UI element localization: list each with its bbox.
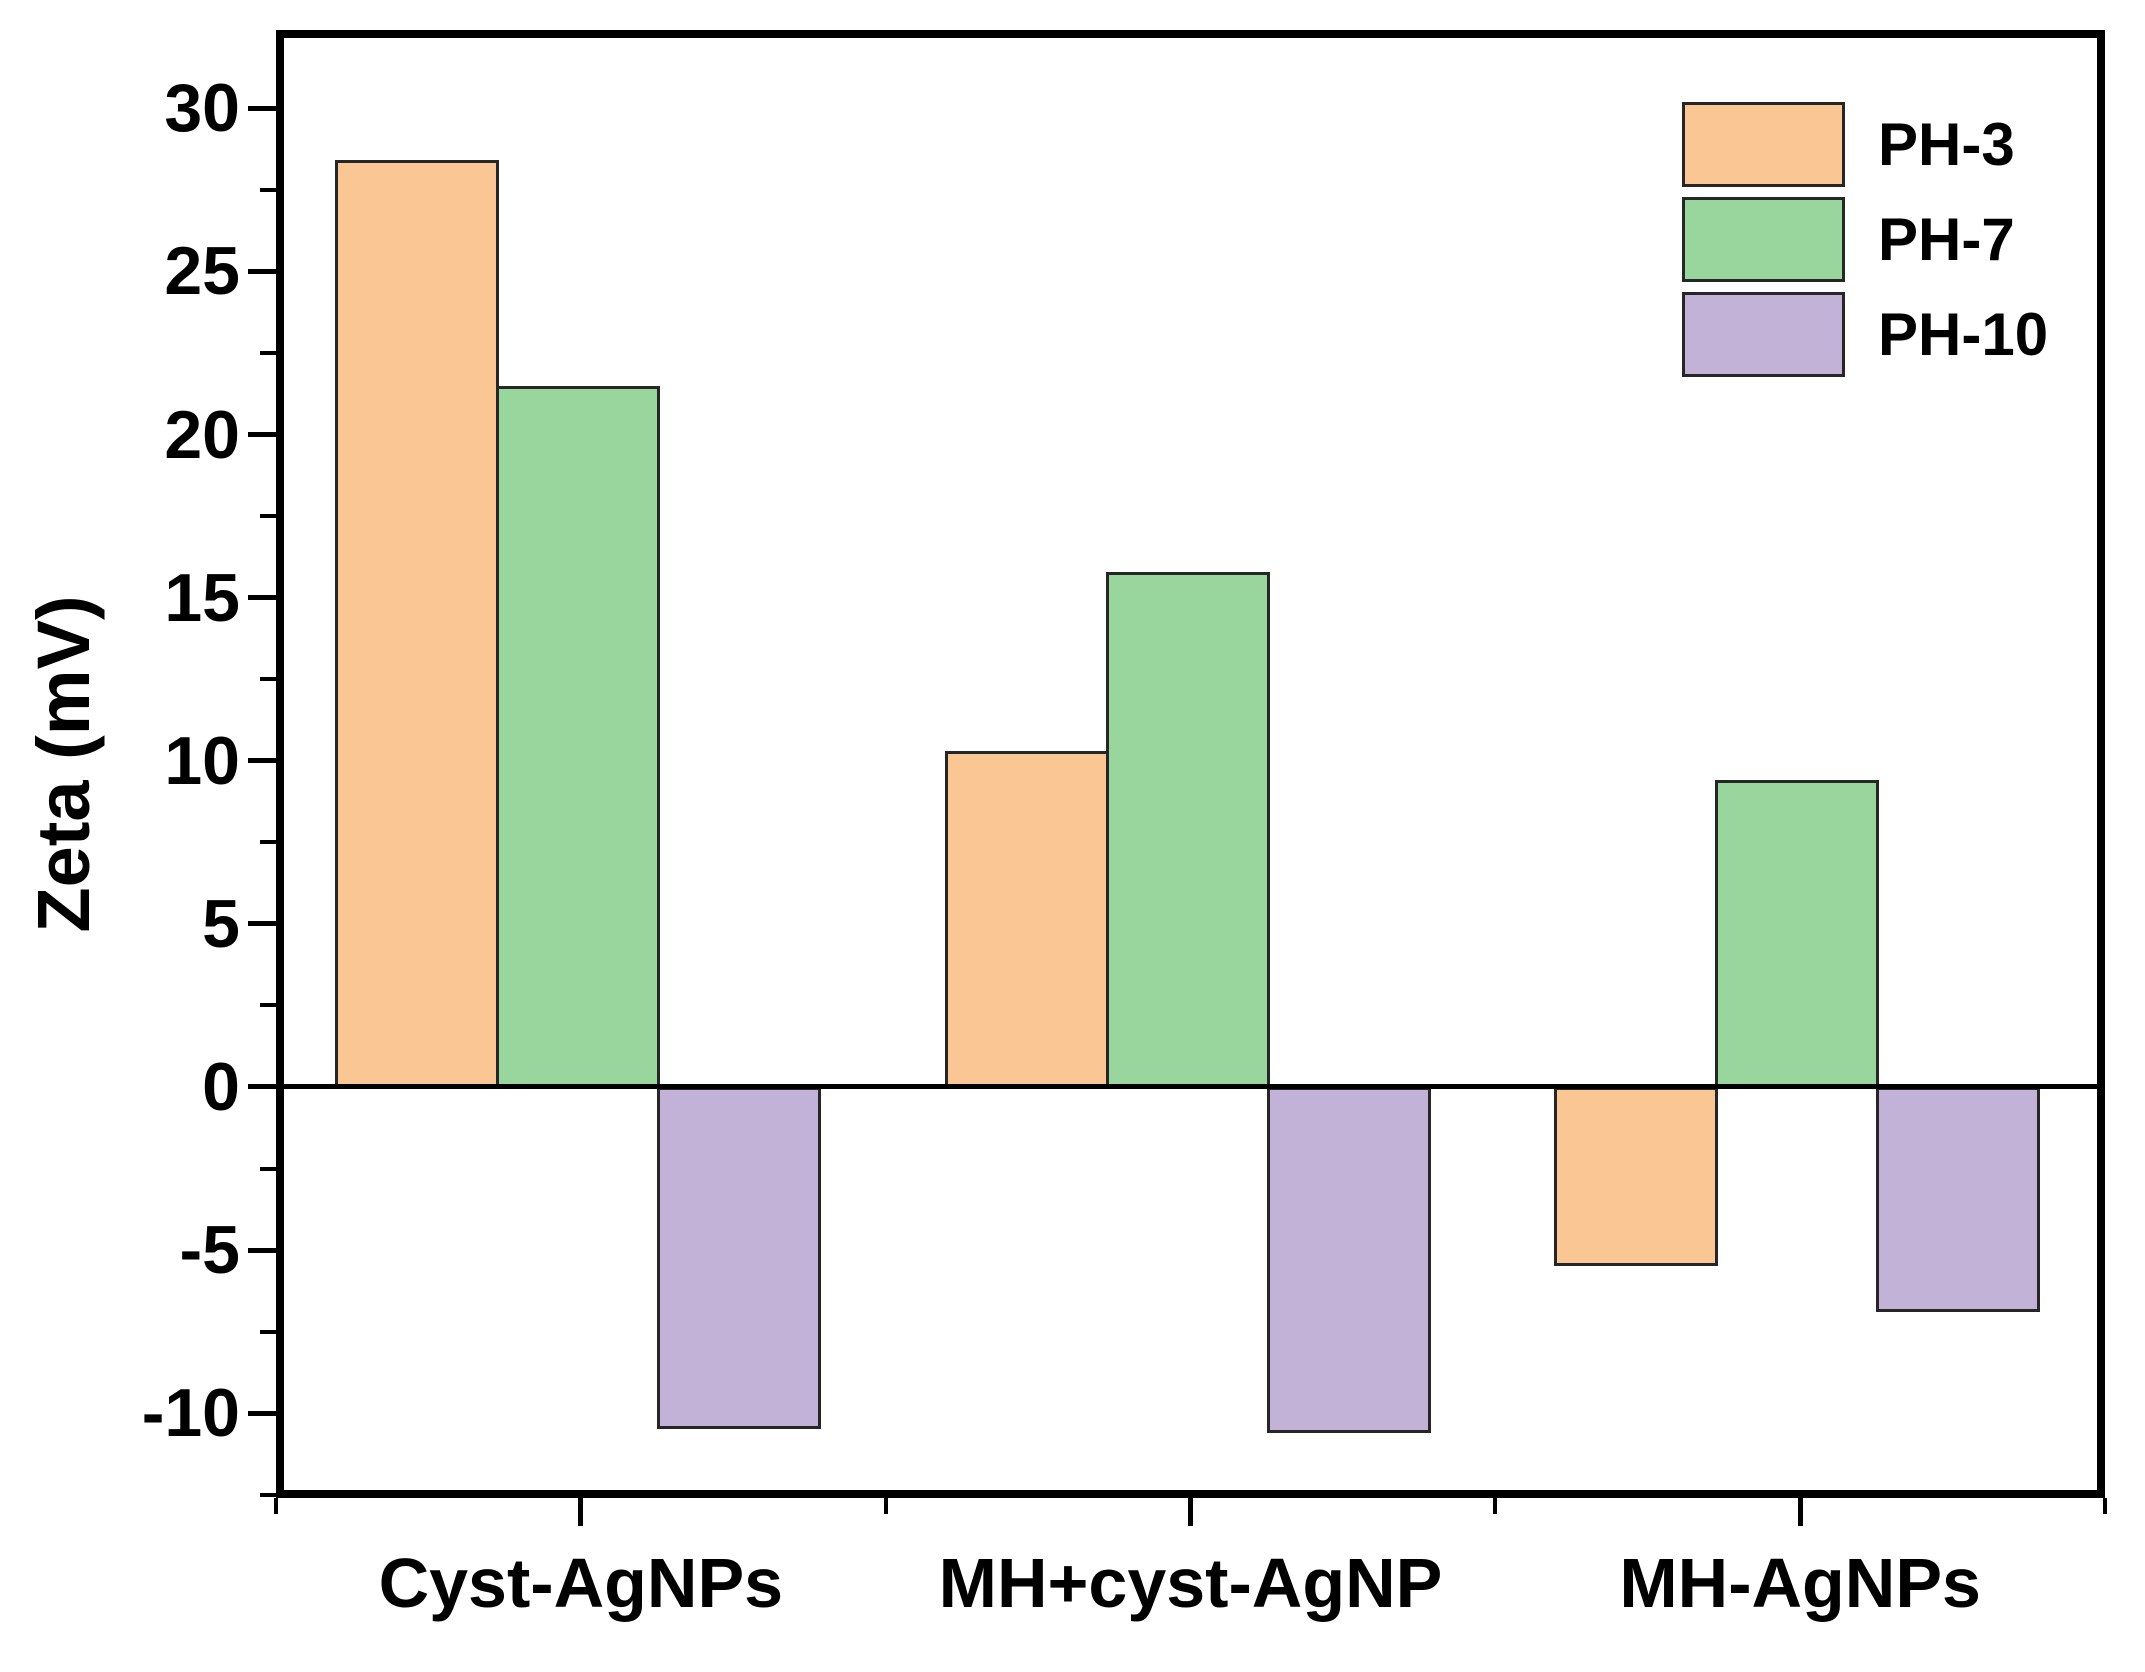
y-tick-label: 15	[164, 559, 240, 636]
y-tick-minor	[260, 1492, 276, 1497]
bar-PH-10-MH+cyst-AgNP	[1266, 1086, 1431, 1433]
y-tick-label: 10	[164, 722, 240, 799]
legend-label: PH-7	[1878, 206, 2015, 273]
y-axis-title: Zeta (mV)	[22, 595, 105, 933]
legend-swatch-PH-3	[1682, 102, 1845, 187]
y-tick-major	[248, 268, 276, 274]
y-tick-minor	[260, 1003, 276, 1008]
y-tick-major	[248, 432, 276, 437]
y-tick-label: -5	[179, 1212, 240, 1289]
legend-swatch-PH-7	[1682, 197, 1845, 282]
y-tick-major	[248, 1410, 276, 1416]
y-tick-minor	[260, 1329, 276, 1334]
bar-PH-3-MH+cyst-AgNP	[944, 750, 1109, 1087]
legend-label: PH-3	[1878, 111, 2015, 178]
y-tick-major	[248, 1084, 276, 1090]
bar-PH-7-MH-AgNPs	[1715, 780, 1880, 1087]
x-tick-major	[1188, 1498, 1193, 1526]
y-tick-major	[248, 758, 276, 764]
y-tick-minor	[260, 514, 276, 519]
category-label: MH-AgNPs	[1619, 1544, 1981, 1622]
y-tick-label: 5	[202, 885, 240, 962]
y-tick-major	[248, 105, 276, 111]
x-tick-minor	[2103, 1498, 2107, 1514]
y-tick-label: 0	[202, 1048, 240, 1125]
bar-PH-10-Cyst-AgNPs	[656, 1086, 821, 1430]
y-tick-minor	[260, 350, 276, 355]
legend-label: PH-10	[1878, 301, 2049, 368]
bar-PH-10-MH-AgNPs	[1876, 1086, 2041, 1313]
category-label: MH+cyst-AgNP	[938, 1544, 1443, 1622]
y-tick-label: 25	[164, 233, 240, 310]
y-tick-major	[248, 921, 276, 927]
bar-PH-7-MH+cyst-AgNP	[1105, 571, 1270, 1087]
y-tick-major	[248, 595, 276, 601]
y-tick-label: -10	[141, 1375, 240, 1452]
x-tick-minor	[883, 1498, 888, 1514]
x-tick-major	[1797, 1498, 1803, 1526]
x-tick-minor	[1493, 1498, 1498, 1514]
y-tick-minor	[260, 1166, 276, 1171]
y-tick-major	[248, 1247, 276, 1253]
y-tick-label: 30	[164, 70, 240, 147]
x-tick-minor	[274, 1498, 278, 1514]
bar-PH-3-Cyst-AgNPs	[334, 160, 499, 1087]
y-tick-label: 20	[164, 396, 240, 473]
y-tick-minor	[260, 187, 276, 192]
category-label: Cyst-AgNPs	[378, 1544, 784, 1622]
y-tick-minor	[260, 677, 276, 682]
plot-area	[276, 30, 2105, 1498]
bar-PH-3-MH-AgNPs	[1554, 1086, 1719, 1267]
zero-line	[276, 1084, 2105, 1090]
x-tick-major	[578, 1498, 584, 1526]
legend-swatch-PH-10	[1682, 292, 1845, 377]
bar-PH-7-Cyst-AgNPs	[495, 385, 660, 1087]
y-tick-minor	[260, 840, 276, 845]
